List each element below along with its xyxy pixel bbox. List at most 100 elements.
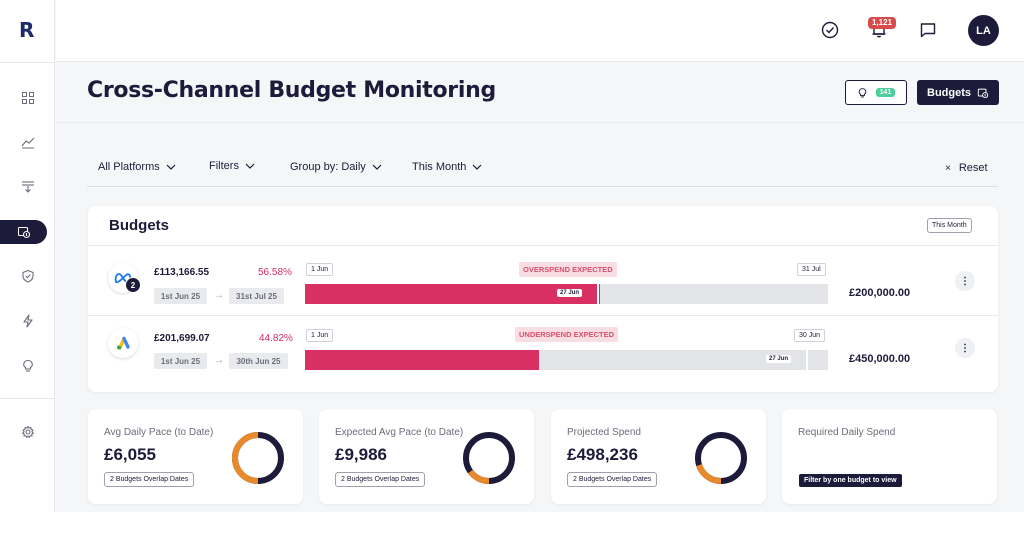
- budgets-card: Budgets This Month 2 £113,166.55 56.58% …: [88, 206, 998, 392]
- budget-progress-fill: [305, 350, 539, 370]
- arrow-right-icon: →: [214, 290, 224, 301]
- overlap-tag[interactable]: 2 Budgets Overlap Dates: [335, 472, 426, 487]
- arrow-right-icon: →: [214, 355, 224, 366]
- app-root: R 1,121: [0, 0, 1024, 512]
- budget-icon: [17, 226, 30, 239]
- overlap-tag[interactable]: 2 Budgets Overlap Dates: [104, 472, 195, 487]
- today-marker: [597, 284, 599, 304]
- chevron-down-icon: [245, 163, 255, 169]
- donut-ring-segment: [232, 432, 284, 484]
- metric-label: Avg Daily Pace (to Date): [104, 427, 214, 438]
- metric-label: Projected Spend: [567, 427, 641, 438]
- status-tag: OVERSPEND EXPECTED: [519, 262, 617, 277]
- page-title: Cross-Channel Budget Monitoring: [87, 78, 496, 103]
- lightning-icon: [22, 314, 33, 328]
- period-label: This Month: [412, 161, 467, 173]
- budget-amount: £450,000.00: [849, 353, 911, 365]
- lightbulb-icon: [858, 87, 866, 97]
- sidebar-item-analytics[interactable]: [0, 130, 55, 154]
- start-date-chip: 1st Jun 25: [154, 353, 207, 369]
- header-divider: [56, 122, 1024, 123]
- chat-icon: [920, 23, 936, 38]
- spend-amount: £113,166.55: [154, 267, 210, 278]
- sidebar-item-budgets[interactable]: [0, 220, 47, 244]
- shield-icon: [21, 269, 34, 283]
- google-ads-logo-icon: [108, 328, 138, 358]
- table-download-icon: [21, 181, 34, 193]
- chevron-down-icon: [472, 164, 482, 170]
- messages-button[interactable]: [917, 19, 939, 41]
- tasks-button[interactable]: [819, 19, 841, 41]
- sidebar-item-security[interactable]: [0, 264, 55, 288]
- page-background: [0, 512, 1024, 554]
- lightbulb-icon: [22, 359, 33, 372]
- end-date-chip: 30th Jun 25: [229, 353, 288, 369]
- ideas-button[interactable]: 141: [845, 80, 907, 105]
- row-menu-button[interactable]: ⋮: [955, 271, 975, 291]
- more-vertical-icon: ⋮: [960, 342, 970, 354]
- user-avatar[interactable]: LA: [968, 15, 999, 46]
- overlap-tag[interactable]: 2 Budgets Overlap Dates: [567, 472, 658, 487]
- metric-card-expected-avg-pace: Expected Avg Pace (to Date) £9,986 2 Bud…: [319, 409, 534, 504]
- group-by-dropdown[interactable]: Group by: Daily: [290, 161, 382, 173]
- today-label: 27 Jun: [557, 289, 583, 297]
- account-count-badge: 2: [125, 277, 141, 293]
- range-start-label: 1 Jun: [306, 329, 334, 342]
- today-marker: [806, 350, 808, 370]
- check-circle-icon: [821, 21, 839, 39]
- app-logo[interactable]: R: [19, 18, 35, 42]
- metric-value: £6,055: [104, 445, 156, 464]
- start-date-chip: 1st Jun 25: [154, 288, 207, 304]
- top-bar: [56, 0, 1024, 62]
- metric-label: Required Daily Spend: [798, 427, 896, 438]
- filter-by-budget-tag: Filter by one budget to view: [799, 474, 902, 487]
- donut-ring-segment: [463, 432, 515, 484]
- filters-dropdown[interactable]: Filters: [209, 160, 255, 172]
- budget-amount: £200,000.00: [849, 287, 911, 299]
- chevron-down-icon: [372, 164, 382, 170]
- range-start-label: 1 Jun: [306, 263, 334, 276]
- budgets-card-title: Budgets: [109, 217, 169, 234]
- sidebar-item-automation[interactable]: [0, 309, 55, 333]
- budgets-button[interactable]: Budgets: [917, 80, 999, 105]
- donut-chart: [232, 432, 284, 484]
- grid-icon: [21, 92, 34, 104]
- more-vertical-icon: ⋮: [960, 275, 970, 287]
- budgets-button-label: Budgets: [927, 86, 971, 99]
- close-icon: ×: [945, 162, 951, 174]
- reset-button[interactable]: × Reset: [945, 162, 988, 174]
- spend-percent: 56.58%: [258, 267, 292, 278]
- donut-chart: [463, 432, 515, 484]
- row-divider: [88, 315, 998, 316]
- chevron-down-icon: [166, 164, 176, 170]
- group-by-label: Group by: Daily: [290, 161, 366, 173]
- metric-value: £498,236: [567, 445, 638, 464]
- sidebar-item-reports[interactable]: [0, 175, 55, 199]
- status-tag: UNDERSPEND EXPECTED: [515, 327, 619, 342]
- sidebar-item-settings[interactable]: [0, 420, 55, 444]
- row-menu-button[interactable]: ⋮: [955, 338, 975, 358]
- filters-dropdown-label: Filters: [209, 160, 239, 172]
- sidebar: R: [0, 0, 55, 512]
- filters-divider: [87, 186, 998, 187]
- budget-progress-bar: 27 Jun: [305, 350, 828, 370]
- sidebar-divider: [0, 398, 55, 399]
- sidebar-divider: [0, 62, 55, 63]
- period-dropdown[interactable]: This Month: [412, 161, 482, 173]
- metric-value: £9,986: [335, 445, 387, 464]
- range-end-label: 30 Jun: [794, 329, 826, 342]
- metric-card-projected-spend: Projected Spend £498,236 2 Budgets Overl…: [551, 409, 766, 504]
- reset-label: Reset: [958, 162, 988, 174]
- budget-progress-fill: [305, 284, 600, 304]
- notification-count-badge: 1,121: [868, 17, 897, 29]
- line-chart-icon: [21, 137, 34, 149]
- budget-icon: [977, 88, 989, 98]
- platforms-filter[interactable]: All Platforms: [98, 161, 176, 173]
- sidebar-item-insights[interactable]: [0, 354, 55, 378]
- sidebar-item-dashboard[interactable]: [0, 86, 55, 110]
- ideas-count-badge: 141: [875, 88, 896, 97]
- gear-icon: [21, 425, 34, 439]
- donut-chart: [695, 432, 747, 484]
- budget-progress-bar: 27 Jun: [305, 284, 828, 304]
- today-label: 27 Jun: [766, 355, 792, 363]
